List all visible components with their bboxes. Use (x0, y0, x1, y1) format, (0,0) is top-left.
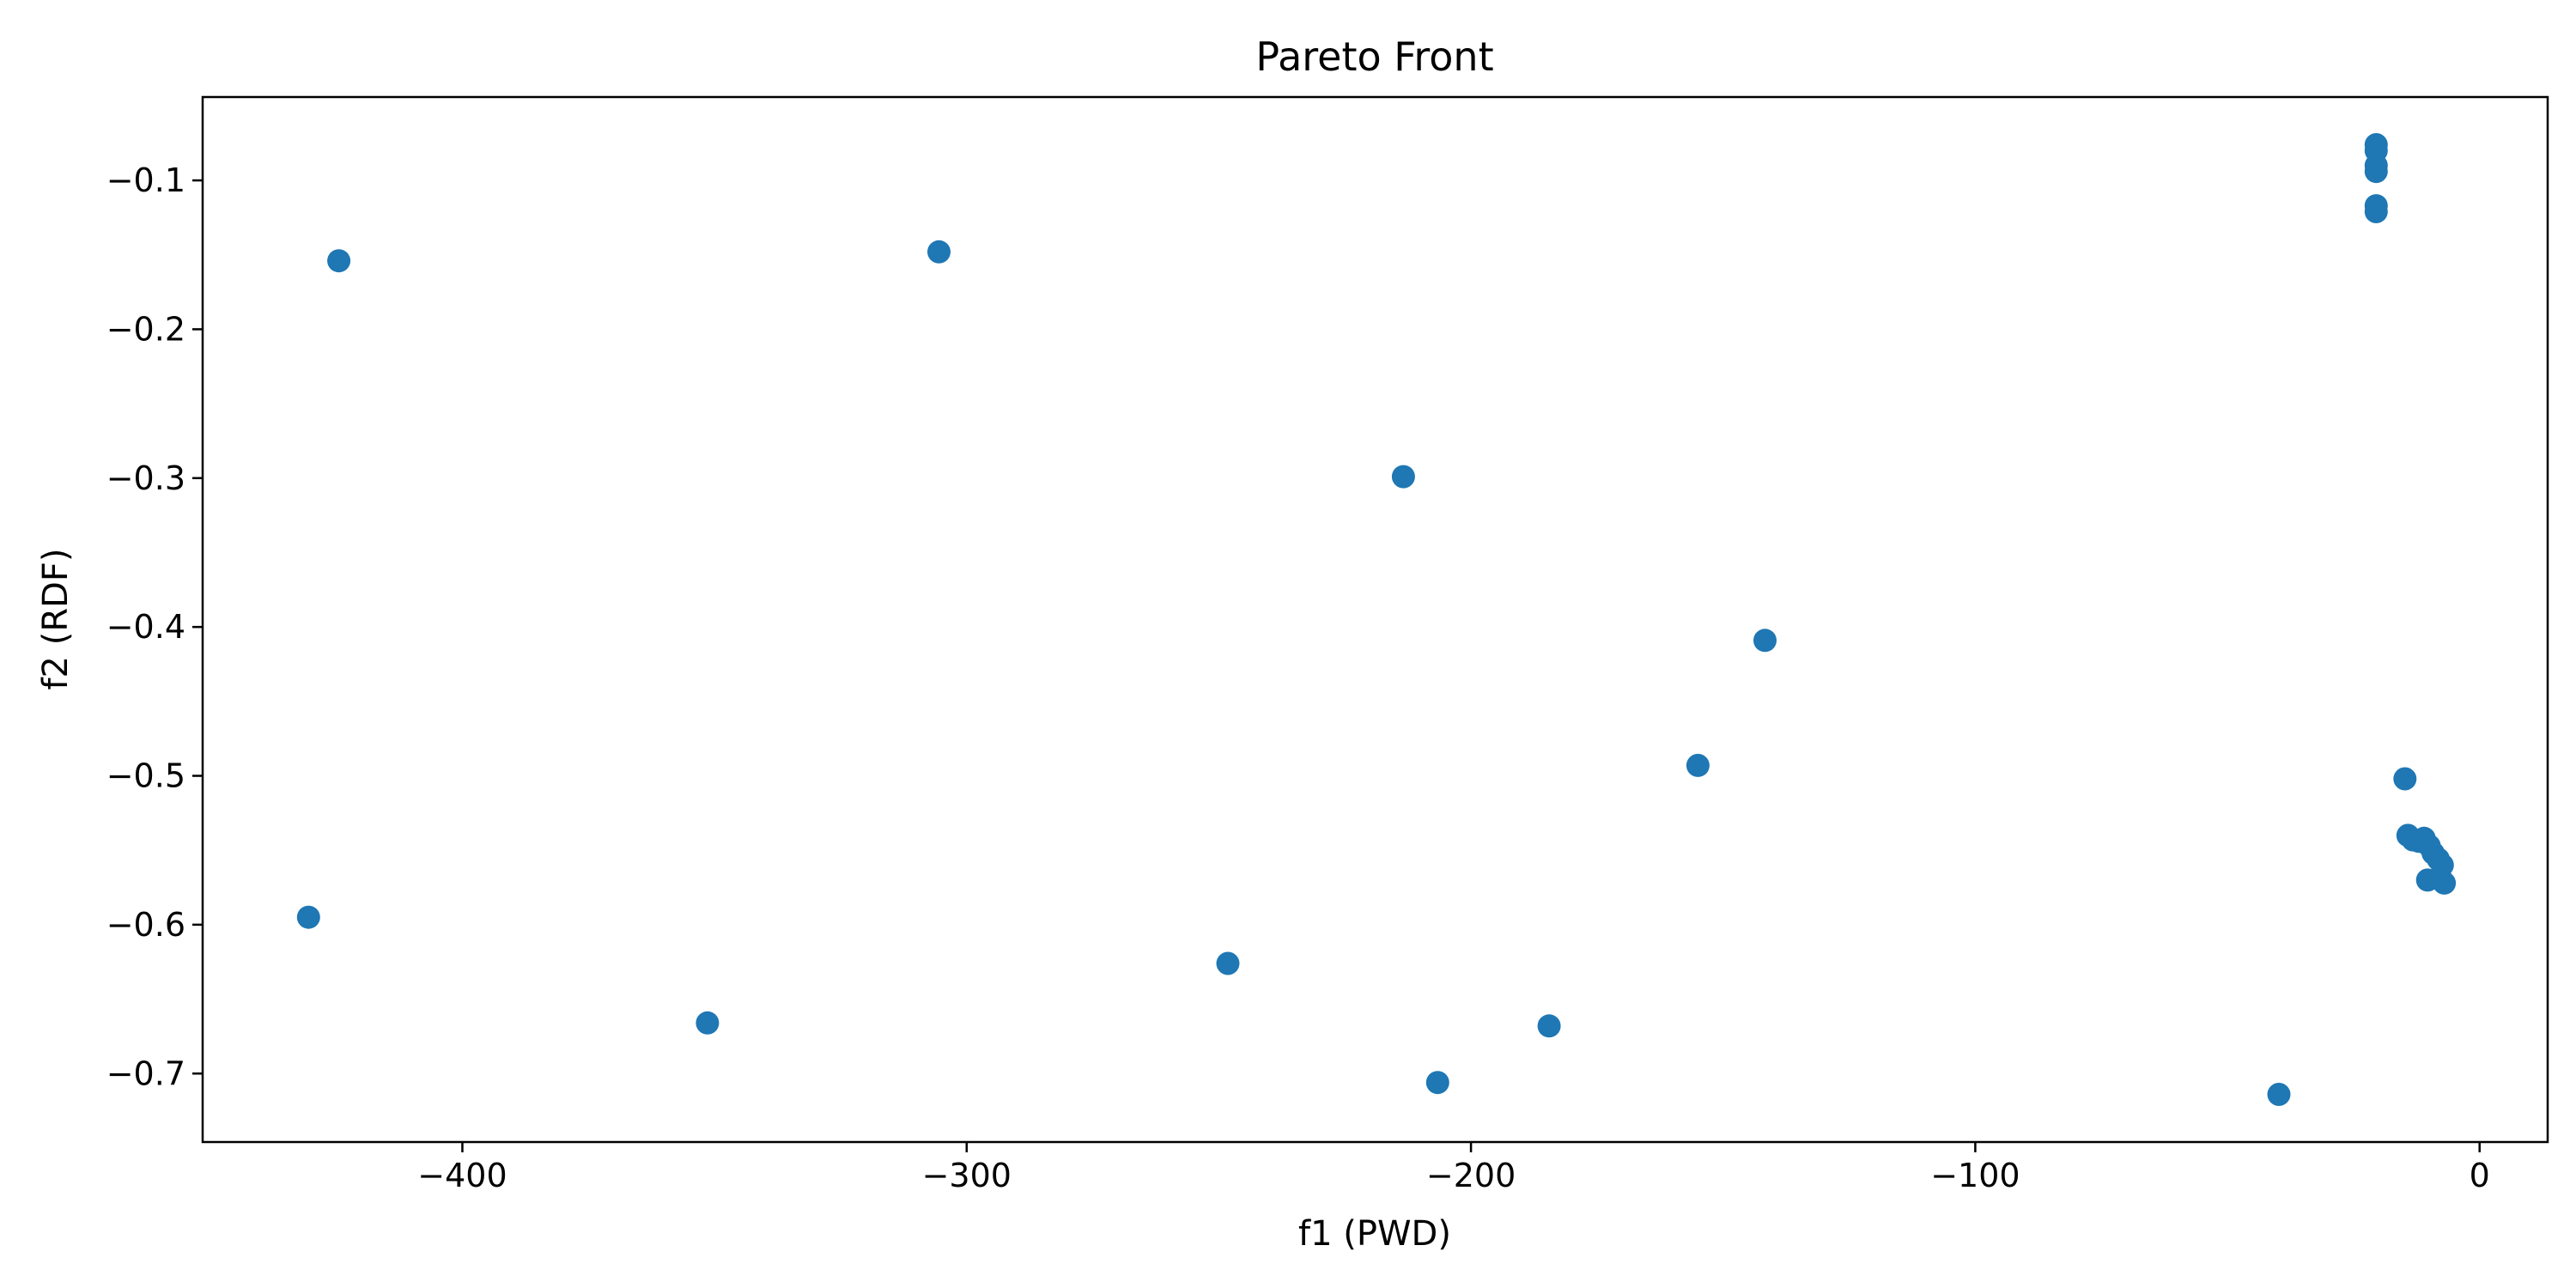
scatter-point (2393, 767, 2417, 791)
y-axis-ticks: −0.1 −0.2 −0.3 −0.4 −0.5 −0.6 −0.7 (106, 161, 203, 1092)
scatter-point (927, 240, 951, 264)
scatter-point (1753, 629, 1777, 653)
scatter-point (327, 249, 351, 273)
x-axis-ticks: −400 −300 −200 −100 0 (417, 1142, 2490, 1194)
y-tick-label: −0.5 (106, 757, 185, 795)
x-tick-label: −200 (1426, 1157, 1516, 1194)
x-tick-label: −400 (417, 1157, 507, 1194)
scatter-point (296, 905, 320, 929)
x-tick-label: −100 (1930, 1157, 2020, 1194)
x-tick-label: −300 (922, 1157, 1012, 1194)
chart-title: Pareto Front (1255, 33, 1493, 80)
y-tick-label: −0.2 (106, 310, 185, 348)
scatter-point (1537, 1014, 1561, 1038)
scatter-point (1425, 1071, 1449, 1095)
y-tick-label: −0.3 (106, 459, 185, 497)
scatter-point (2267, 1083, 2291, 1106)
scatter-point (1391, 465, 1415, 489)
y-tick-label: −0.7 (106, 1054, 185, 1092)
scatter-point (696, 1011, 720, 1035)
scatter-point (1686, 753, 1710, 777)
y-tick-label: −0.6 (106, 906, 185, 944)
scatter-point (2364, 160, 2388, 184)
x-tick-label: 0 (2470, 1157, 2490, 1194)
x-axis-label: f1 (PWD) (1298, 1214, 1451, 1254)
data-points (296, 133, 2457, 1106)
scatter-point (1216, 951, 1240, 975)
scatter-point (2364, 200, 2388, 223)
y-tick-label: −0.4 (106, 608, 185, 646)
y-axis-label: f2 (RDF) (36, 548, 76, 690)
scatter-point (2433, 871, 2457, 895)
y-tick-label: −0.1 (106, 161, 185, 199)
plot-area-frame (201, 95, 2549, 1144)
